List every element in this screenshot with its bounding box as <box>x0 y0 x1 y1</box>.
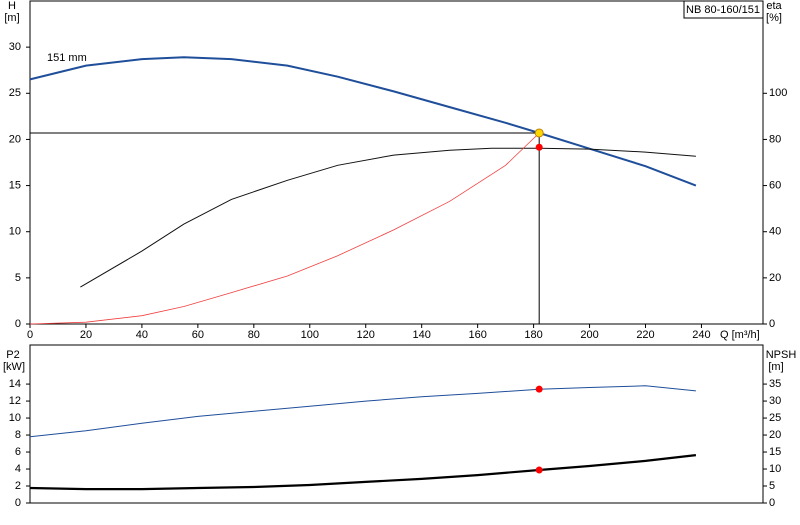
series-line <box>29 385 696 438</box>
y-tick-label: 25 <box>9 87 21 99</box>
x-tick-label: 80 <box>248 329 260 341</box>
plot-frame <box>29 0 764 325</box>
y2-tick-label: 0 <box>769 497 775 509</box>
y2-tick-label: 10 <box>769 463 781 475</box>
y-tick-label: 0 <box>15 497 21 509</box>
y-tick-label: 6 <box>15 446 21 458</box>
duty-point-eta <box>535 466 543 474</box>
y2-tick-label: 30 <box>769 395 781 407</box>
y2-tick-label: 25 <box>769 412 781 424</box>
x-tick-label: 60 <box>192 329 204 341</box>
y-tick-label: 2 <box>15 480 21 492</box>
x-tick-label: 180 <box>524 329 542 341</box>
chart-title: NB 80-160/151 <box>686 4 760 16</box>
duty-point <box>534 128 544 138</box>
x-tick-label: 100 <box>301 329 319 341</box>
x-tick-label: 40 <box>136 329 148 341</box>
y-unit: [kW] <box>3 361 25 373</box>
y-unit: [m] <box>4 12 19 24</box>
y-tick-label: 5 <box>15 272 21 284</box>
y-tick-label: 10 <box>9 226 21 238</box>
y-tick-label: 4 <box>15 463 21 475</box>
y2-unit: [%] <box>766 12 782 24</box>
y-tick-label: 15 <box>9 179 21 191</box>
series-line <box>80 147 696 288</box>
y2-unit: [m] <box>768 361 783 373</box>
series-line <box>29 132 540 325</box>
x-tick-label: 200 <box>580 329 598 341</box>
y2-tick-label: 40 <box>769 226 781 238</box>
x-tick-label: 140 <box>412 329 430 341</box>
x-tick-label: 240 <box>692 329 710 341</box>
x-tick-label: 220 <box>636 329 654 341</box>
y-tick-label: 0 <box>15 318 21 330</box>
y2-tick-label: 15 <box>769 446 781 458</box>
y-tick-label: 14 <box>9 378 21 390</box>
y-tick-label: 12 <box>9 395 21 407</box>
x-tick-label: 160 <box>468 329 486 341</box>
y-tick-label: 10 <box>9 412 21 424</box>
y2-label: NPSH <box>766 349 797 361</box>
y-label: H <box>8 0 16 12</box>
x-tick-label: 20 <box>80 329 92 341</box>
x-tick-label: 120 <box>357 329 375 341</box>
x-label: Q [m³/h] <box>720 329 760 341</box>
series-line <box>29 454 697 491</box>
y2-tick-label: 5 <box>769 480 775 492</box>
y-tick-label: 30 <box>9 41 21 53</box>
y2-tick-label: 35 <box>769 378 781 390</box>
y2-tick-label: 60 <box>769 179 781 191</box>
duty-point-eta <box>535 143 543 151</box>
annotation: 151 mm <box>47 52 87 64</box>
y2-tick-label: 20 <box>769 429 781 441</box>
y-tick-label: 20 <box>9 133 21 145</box>
y-tick-label: 8 <box>15 429 21 441</box>
y2-label: eta <box>766 0 782 12</box>
y-label: P2 <box>6 349 19 361</box>
series-line <box>29 56 697 187</box>
y2-tick-label: 0 <box>769 318 775 330</box>
duty-point <box>535 385 543 393</box>
y2-tick-label: 20 <box>769 272 781 284</box>
y2-tick-label: 100 <box>769 87 787 99</box>
title-box <box>683 0 764 19</box>
plot-frame <box>29 344 764 504</box>
x-tick-label: 0 <box>27 329 33 341</box>
y2-tick-label: 80 <box>769 133 781 145</box>
